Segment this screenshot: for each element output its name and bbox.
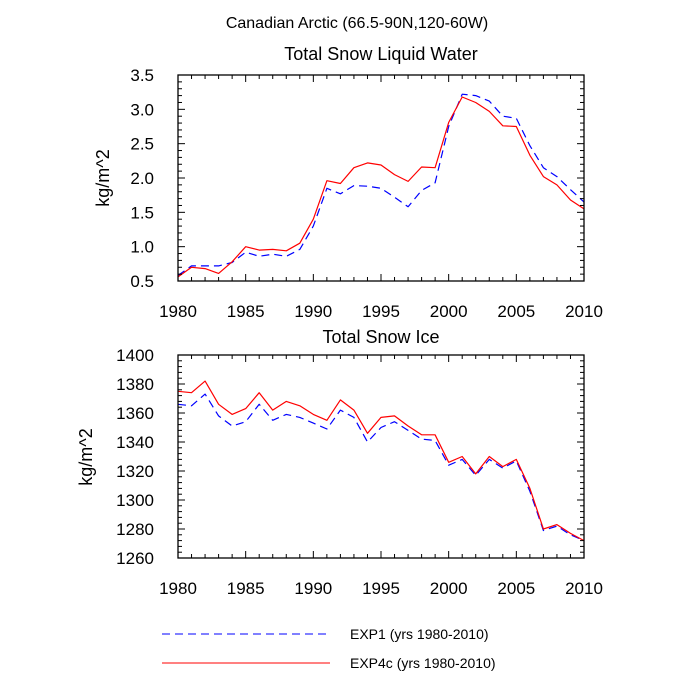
x-tick-label: 2000 [430,302,468,321]
y-tick-label: 1320 [116,462,154,481]
y-tick-label: 1.5 [130,203,154,222]
chart-title: Total Snow Liquid Water [284,44,477,64]
y-tick-label: 0.5 [130,272,154,291]
x-tick-label: 2010 [565,302,603,321]
series-line-exp1 [177,393,585,542]
plot-frame [177,354,585,559]
x-tick-label: 1980 [159,579,197,598]
y-tick-label: 3.5 [130,66,154,85]
legend-label-exp4c: EXP4c (yrs 1980-2010) [350,655,496,671]
x-tick-label: 1980 [159,302,197,321]
y-tick-label: 1260 [116,549,154,568]
chart-liquid-water: Total Snow Liquid Water kg/m^2 1980 1985 1… [93,44,603,321]
x-tick-label: 1995 [362,302,400,321]
y-axis-label: kg/m^2 [76,428,96,485]
y-tick-label: 2.5 [130,135,154,154]
y-tick-label: 1300 [116,491,154,510]
y-tick-label: 1280 [116,520,154,539]
x-tick-label: 2005 [497,579,535,598]
x-tick-label: 1995 [362,579,400,598]
plot-frame [177,74,585,282]
y-tick-label: 1340 [116,433,154,452]
x-tick-label: 1990 [294,302,332,321]
x-tick-label: 1990 [294,579,332,598]
chart-snow-ice: Total Snow Ice kg/m^2 1980 1985 1990 1995 20… [76,327,603,598]
y-tick-label: 1400 [116,346,154,365]
y-tick-label: 1360 [116,404,154,423]
figure-title: Canadian Arctic (66.5-90N,120-60W) [226,15,488,32]
x-tick-label: 1985 [227,579,265,598]
chart-title: Total Snow Ice [322,327,439,347]
y-tick-label: 1.0 [130,238,154,257]
series-line-exp1 [177,93,585,276]
legend: EXP1 (yrs 1980-2010) EXP4c (yrs 1980-201… [162,626,496,671]
y-axis-label: kg/m^2 [93,149,113,206]
legend-label-exp1: EXP1 (yrs 1980-2010) [350,626,489,642]
y-tick-label: 1380 [116,375,154,394]
x-tick-label: 1985 [227,302,265,321]
series-line-exp4c [177,380,585,542]
x-tick-label: 2000 [430,579,468,598]
x-tick-label: 2010 [565,579,603,598]
y-tick-label: 3.0 [130,100,154,119]
series-line-exp4c [177,96,585,278]
y-tick-label: 2.0 [130,169,154,188]
x-tick-label: 2005 [497,302,535,321]
